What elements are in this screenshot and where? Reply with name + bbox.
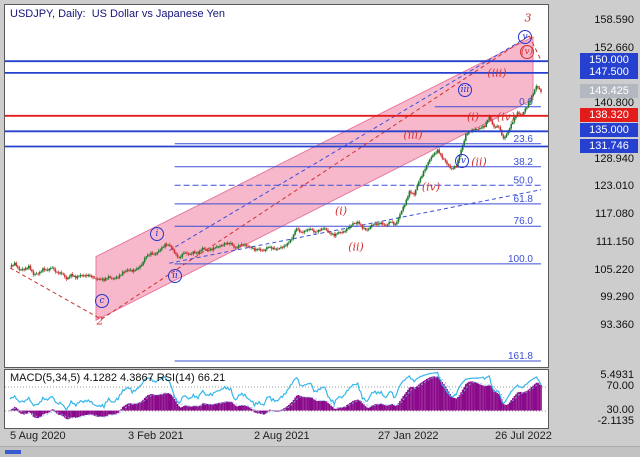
price-axis-label: 140.800 xyxy=(594,97,634,109)
price-level-badge: 131.746 xyxy=(580,139,638,153)
date-label: 3 Feb 2021 xyxy=(128,430,184,442)
price-chart-panel[interactable]: 0.0 23.6 38.2 50.0 61.8 76.0 100.0 161.8 USDJPY… xyxy=(4,4,549,368)
price-level-badge: 138.320 xyxy=(580,108,638,122)
svg-text:23.6: 23.6 xyxy=(514,134,534,145)
time-axis[interactable]: 5 Aug 2020 3 Feb 2021 2 Aug 2021 27 Jan 202… xyxy=(4,430,552,444)
price-axis[interactable]: 158.590 152.660 140.800 128.940 123.010 117.0… xyxy=(548,4,640,368)
indicator-axis-label: 30.00 xyxy=(606,404,634,416)
date-label: 5 Aug 2020 xyxy=(10,430,66,442)
price-axis-label: 128.940 xyxy=(594,153,634,165)
date-label: 26 Jul 2022 xyxy=(495,430,552,442)
indicator-panel[interactable]: MACD(5,34,5) 4.1282 4.3867 RSI(14) 66.21 xyxy=(4,369,549,429)
macd-rsi-chart xyxy=(5,371,548,420)
price-level-badge: 147.500 xyxy=(580,65,638,79)
price-level-badge: 135.000 xyxy=(580,123,638,137)
horizontal-scrollbar[interactable] xyxy=(0,446,640,457)
current-price-badge: 143.425 xyxy=(580,84,638,98)
price-axis-label: 105.220 xyxy=(594,264,634,276)
svg-text:50.0: 50.0 xyxy=(514,175,534,186)
price-axis-label: 123.010 xyxy=(594,180,634,192)
svg-text:38.2: 38.2 xyxy=(514,157,534,168)
svg-text:76.0: 76.0 xyxy=(514,216,534,227)
date-label: 27 Jan 2022 xyxy=(378,430,439,442)
indicator-axis: 5.4931 70.00 30.00 -2.1135 xyxy=(548,369,640,429)
svg-text:161.8: 161.8 xyxy=(508,351,533,362)
candlestick-chart: 0.0 23.6 38.2 50.0 61.8 76.0 100.0 161.8 xyxy=(5,35,548,362)
date-label: 2 Aug 2021 xyxy=(254,430,310,442)
svg-text:0.0: 0.0 xyxy=(519,97,533,108)
price-axis-label: 93.360 xyxy=(600,319,634,331)
price-axis-label: 152.660 xyxy=(594,42,634,54)
price-level-badge: 150.000 xyxy=(580,53,638,67)
price-axis-label: 158.590 xyxy=(594,14,634,26)
svg-text:61.8: 61.8 xyxy=(514,194,534,205)
chart-title: USDJPY, Daily: US Dollar vs Japanese Yen xyxy=(10,8,226,20)
indicator-axis-label: -2.1135 xyxy=(597,415,635,427)
price-axis-label: 99.290 xyxy=(600,291,634,303)
indicator-label: MACD(5,34,5) 4.1282 4.3867 RSI(14) 66.21 xyxy=(10,372,226,384)
scrollbar-thumb[interactable] xyxy=(5,450,21,454)
indicator-axis-label: 70.00 xyxy=(606,380,634,392)
indicator-axis-label: 5.4931 xyxy=(600,369,634,381)
svg-text:100.0: 100.0 xyxy=(508,254,533,265)
price-axis-label: 111.150 xyxy=(595,236,634,248)
price-axis-label: 117.080 xyxy=(595,208,634,220)
